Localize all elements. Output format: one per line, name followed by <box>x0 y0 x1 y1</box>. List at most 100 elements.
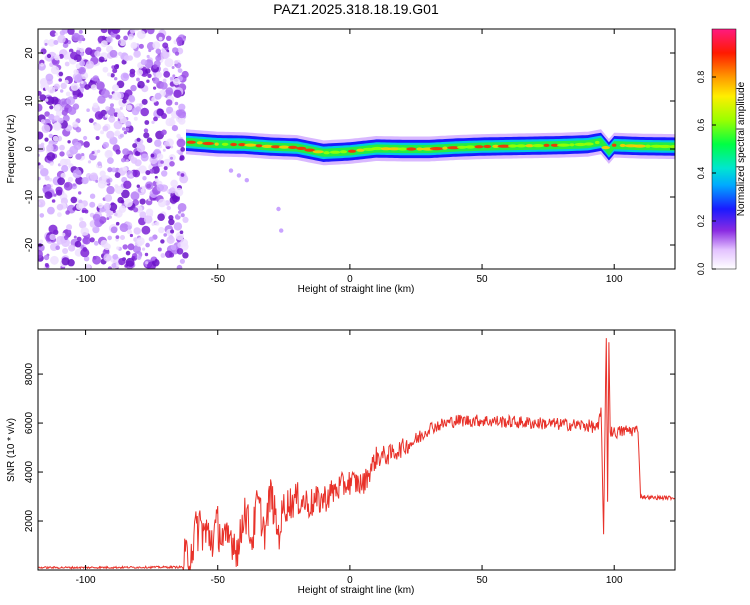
noise-speckle <box>102 141 109 149</box>
noise-speckle <box>106 36 113 43</box>
noise-speckle <box>107 167 113 173</box>
noise-speckle <box>166 235 175 244</box>
noise-speckle <box>136 137 141 142</box>
snr-ytick-label: 4000 <box>24 460 35 483</box>
noise-speckle <box>137 80 145 89</box>
noise-speckle <box>145 170 151 176</box>
noise-speckle <box>86 108 90 112</box>
colorbar-tick-label: 0.0 <box>696 263 706 276</box>
noise-speckle <box>123 130 128 135</box>
noise-speckle <box>156 108 164 117</box>
noise-speckle <box>161 129 167 136</box>
noise-speckle <box>106 179 111 183</box>
noise-speckle <box>44 111 50 117</box>
noise-speckle <box>174 101 179 106</box>
trail-point <box>279 228 284 233</box>
noise-speckle <box>139 103 143 107</box>
noise-speckle <box>78 29 83 34</box>
noise-speckle <box>104 194 113 202</box>
trail-point <box>244 178 249 183</box>
noise-speckle <box>83 135 88 141</box>
noise-speckle <box>128 94 135 102</box>
noise-speckle <box>128 36 133 41</box>
noise-speckle <box>182 252 189 259</box>
ridge-peak <box>323 151 330 155</box>
noise-speckle <box>157 213 165 221</box>
noise-speckle <box>67 29 75 35</box>
colorbar-tick-label: 0.4 <box>696 167 706 180</box>
spectrogram-ytick-label: 20 <box>24 47 35 59</box>
noise-speckle <box>163 141 170 147</box>
noise-speckle <box>76 167 79 171</box>
noise-speckle <box>143 128 149 133</box>
noise-speckle <box>164 58 174 68</box>
noise-speckle <box>64 61 70 67</box>
noise-speckle <box>166 189 170 193</box>
noise-speckle <box>106 130 115 139</box>
noise-speckle <box>122 148 130 156</box>
colorbar: 0.0 0.2 0.4 0.6 0.8 Normalized spectral ampl… <box>696 28 747 276</box>
noise-speckle <box>117 111 124 119</box>
noise-speckle <box>66 224 73 231</box>
noise-speckle <box>81 209 85 213</box>
noise-speckle <box>176 133 181 139</box>
noise-speckle <box>136 184 140 188</box>
noise-speckle <box>62 248 69 254</box>
noise-speckle <box>114 64 119 70</box>
noise-speckle <box>178 103 186 111</box>
noise-speckle <box>78 191 82 195</box>
noise-speckle <box>68 244 76 252</box>
noise-speckle <box>98 56 105 63</box>
noise-speckle <box>84 84 91 90</box>
noise-speckle <box>76 236 82 242</box>
noise-speckle <box>171 66 175 69</box>
noise-speckle <box>170 244 177 251</box>
noise-speckle <box>41 124 51 133</box>
noise-speckle <box>105 150 113 157</box>
noise-speckle <box>49 162 54 166</box>
noise-speckle <box>39 94 47 101</box>
noise-speckle <box>93 240 99 246</box>
noise-speckle <box>56 235 65 245</box>
ridge-peak <box>429 147 444 151</box>
ridge-peak <box>619 143 626 148</box>
noise-speckle <box>112 84 119 92</box>
noise-speckle <box>168 215 174 221</box>
noise-speckle <box>177 68 183 73</box>
ridge-peak <box>406 147 417 151</box>
noise-speckle <box>108 115 116 123</box>
noise-speckle <box>63 181 73 191</box>
noise-speckle <box>176 138 186 148</box>
noise-speckle <box>61 257 70 266</box>
noise-speckle <box>133 207 139 213</box>
noise-speckle <box>110 73 115 78</box>
ridge-peak <box>447 146 460 150</box>
noise-speckle <box>44 137 49 142</box>
noise-speckle <box>73 69 79 75</box>
noise-speckle <box>170 156 173 160</box>
noise-speckle <box>53 115 61 122</box>
noise-speckle <box>43 254 50 261</box>
noise-speckle <box>44 42 48 46</box>
noise-speckle <box>40 142 45 147</box>
noise-speckle <box>47 86 56 94</box>
noise-speckle <box>169 76 174 81</box>
noise-speckle <box>145 68 151 74</box>
ridge-peak <box>278 145 290 149</box>
noise-speckle <box>38 90 42 96</box>
noise-speckle <box>89 201 96 208</box>
noise-speckle <box>50 66 60 75</box>
noise-speckle <box>153 86 157 90</box>
noise-speckle <box>148 49 152 53</box>
noise-speckle <box>70 196 78 204</box>
noise-speckle <box>178 117 186 125</box>
noise-speckle <box>117 40 122 44</box>
noise-speckle <box>48 113 55 121</box>
trail-point <box>236 173 242 178</box>
noise-speckle <box>96 80 101 84</box>
noise-speckle <box>136 77 140 82</box>
ridge-peak <box>288 145 298 149</box>
noise-speckle <box>100 130 105 135</box>
noise-speckle <box>151 256 156 261</box>
noise-speckle <box>148 236 154 242</box>
